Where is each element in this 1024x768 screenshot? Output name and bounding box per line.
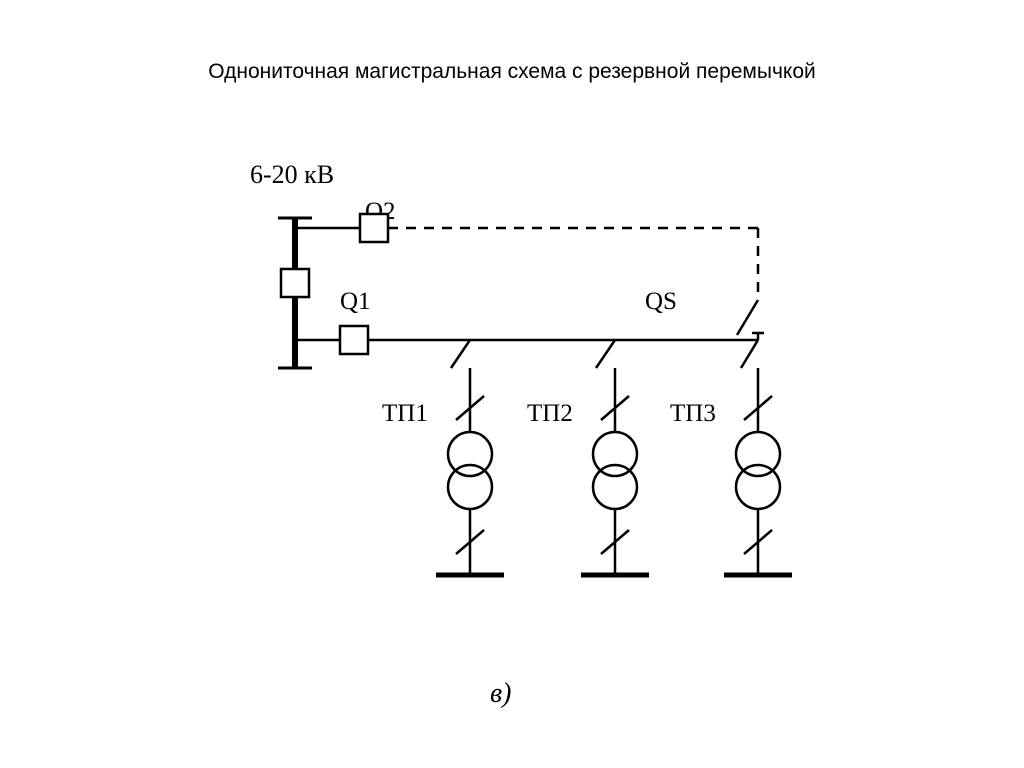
schematic-diagram <box>0 0 1024 768</box>
